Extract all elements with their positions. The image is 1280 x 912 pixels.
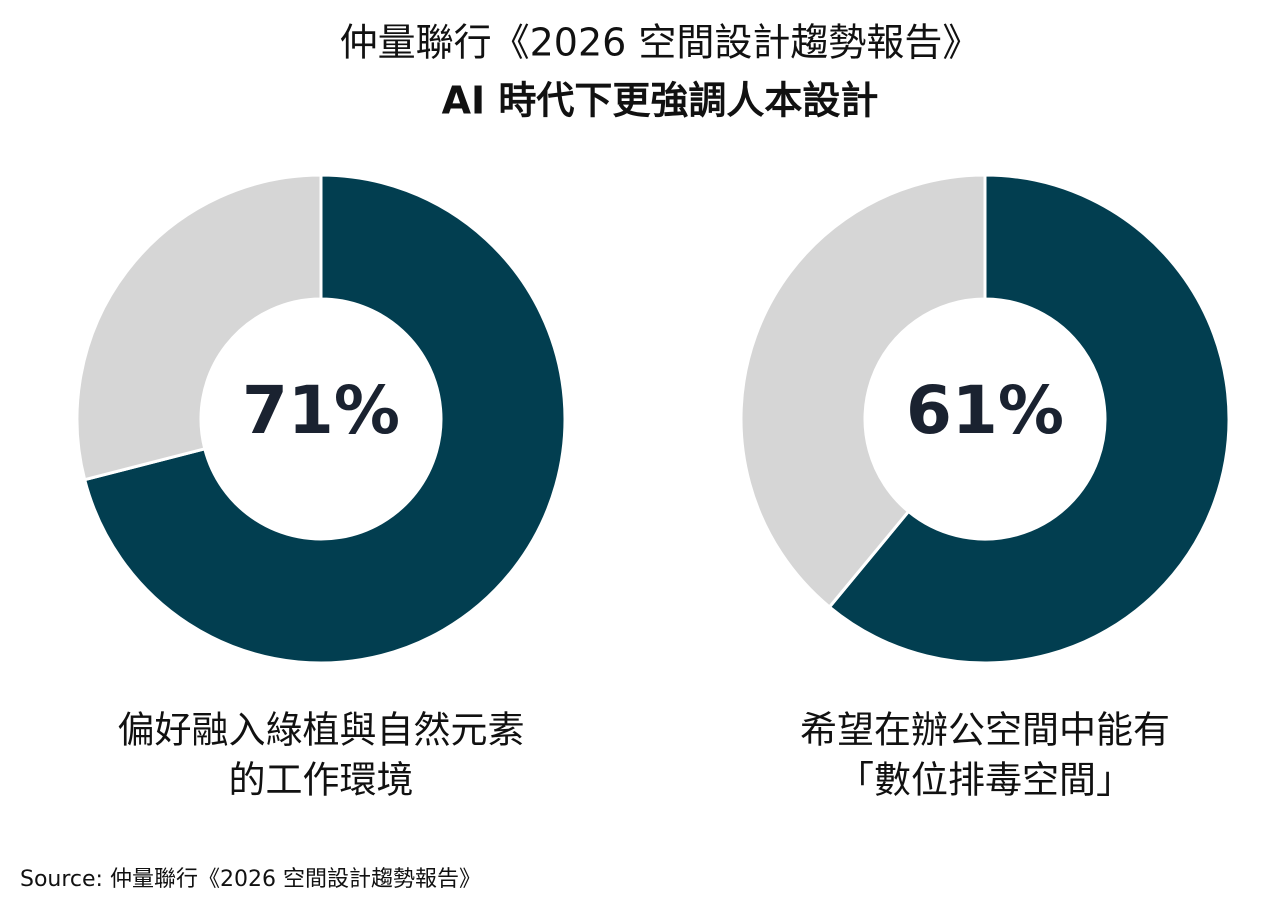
- title: 仲量聯行《2026 空間設計趨勢報告》: [340, 21, 981, 65]
- caption: 希望在辦公空間中能有: [800, 709, 1170, 752]
- donut-slice: [82, 173, 567, 665]
- caption: 的工作環境: [229, 759, 414, 802]
- source: Source: 仲量聯行《2026 空間設計趨勢報告》: [20, 867, 481, 892]
- center-label: 71%: [242, 372, 400, 449]
- donut-slice: [827, 173, 1231, 665]
- center-label: 61%: [906, 372, 1064, 449]
- caption: 「數位排毒空間」: [837, 759, 1133, 802]
- donut-slice: [739, 173, 987, 610]
- caption: 偏好融入綠植與自然元素: [118, 709, 525, 752]
- donut-slice: [75, 173, 323, 482]
- subtitle: AI 時代下更強調人本設計: [442, 79, 879, 123]
